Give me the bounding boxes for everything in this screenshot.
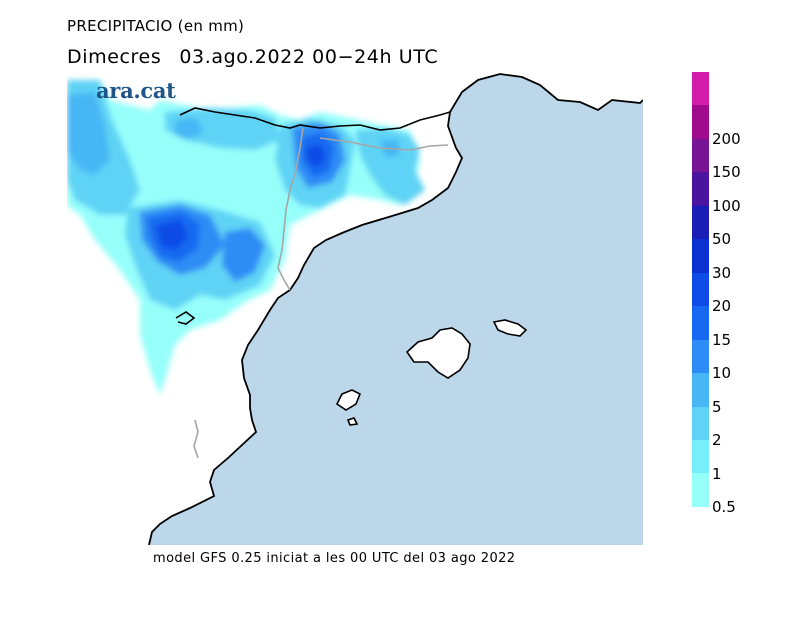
legend-label: 150 bbox=[712, 163, 741, 182]
legend-label: 200 bbox=[712, 129, 741, 148]
regional-border bbox=[277, 127, 304, 291]
legend-label: 5 bbox=[712, 397, 722, 416]
legend-swatch bbox=[692, 239, 709, 273]
coastline bbox=[148, 73, 643, 545]
island-menorca bbox=[492, 319, 528, 337]
map-date-line: Dimecres 03.ago.2022 00−24h UTC bbox=[67, 46, 438, 68]
map-title: PRECIPITACIO (en mm) bbox=[67, 17, 245, 35]
legend-swatch bbox=[692, 439, 709, 474]
precipitation-map bbox=[67, 73, 643, 545]
precip-field-west bbox=[67, 80, 425, 395]
legend-swatch bbox=[692, 473, 709, 507]
island-eivissa bbox=[335, 389, 362, 411]
legend-label: 15 bbox=[712, 330, 732, 349]
legend-swatch bbox=[692, 306, 709, 340]
legend-swatch bbox=[692, 205, 709, 240]
regional-border-south bbox=[193, 419, 199, 459]
legend-swatch bbox=[692, 339, 709, 374]
legend-swatch bbox=[692, 406, 709, 440]
france-border bbox=[179, 107, 451, 131]
island-mallorca bbox=[405, 327, 471, 379]
period-label: 03.ago.2022 00−24h UTC bbox=[179, 46, 439, 68]
legend-label: 2 bbox=[712, 431, 722, 450]
legend-label: 1 bbox=[712, 464, 722, 483]
legend-label: 20 bbox=[712, 297, 732, 316]
legend-swatch bbox=[692, 373, 709, 407]
legend-swatch bbox=[692, 72, 709, 106]
legend-swatch bbox=[692, 105, 709, 139]
legend-label: 0.5 bbox=[712, 498, 736, 516]
legend-label: 10 bbox=[712, 364, 732, 383]
legend-swatch bbox=[692, 138, 709, 173]
sea-area bbox=[149, 74, 643, 545]
legend-label: 50 bbox=[712, 230, 732, 249]
ara-cat-logo: ara.cat bbox=[96, 78, 176, 103]
delta-coast bbox=[175, 311, 196, 325]
legend-label: 100 bbox=[712, 196, 741, 215]
regional-border-north bbox=[319, 137, 449, 151]
model-info: model GFS 0.25 iniciat a les 00 UTC del … bbox=[153, 551, 516, 566]
legend-label: 30 bbox=[712, 263, 732, 282]
precipitation-legend bbox=[692, 72, 709, 507]
legend-swatch bbox=[692, 172, 709, 206]
island-formentera bbox=[346, 417, 359, 426]
day-label: Dimecres bbox=[67, 46, 162, 68]
legend-swatch bbox=[692, 272, 709, 307]
